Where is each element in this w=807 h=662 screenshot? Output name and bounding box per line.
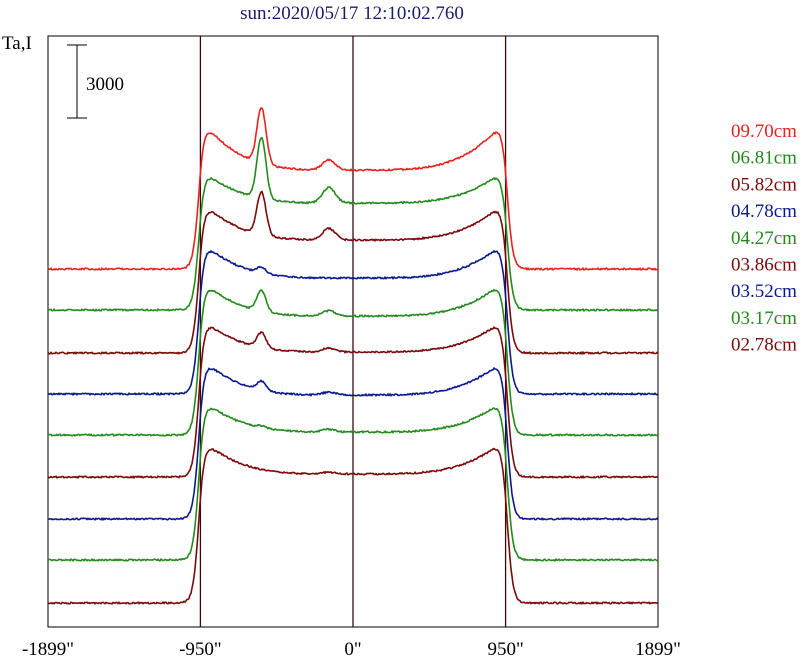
x-tick-labels: -1899" -950" 0" 950" 1899" (22, 639, 681, 660)
series-line-06.81cm (47, 136, 659, 312)
scale-bar-label: 3000 (86, 74, 124, 95)
legend-item-02.78cm: 02.78cm (731, 335, 797, 356)
x-tick-label-1: -950" (179, 639, 222, 660)
series-line-02.78cm (47, 447, 659, 606)
legend-item-04.78cm: 04.78cm (731, 201, 797, 222)
x-tick-label-0: -1899" (22, 639, 74, 660)
legend-item-09.70cm: 09.70cm (731, 121, 797, 142)
x-tick-label-4: 1899" (635, 639, 681, 660)
vertical-reference-lines (199, 36, 507, 627)
series-line-04.78cm (47, 249, 659, 397)
legend-item-05.82cm: 05.82cm (731, 174, 797, 195)
x-tick-label-2: 0" (344, 639, 361, 660)
series-line-05.82cm (47, 190, 659, 356)
legend-item-06.81cm: 06.81cm (731, 148, 797, 169)
legend: 09.70cm 06.81cm 05.82cm 04.78cm 04.27cm 03.86… (731, 121, 797, 356)
legend-item-03.52cm: 03.52cm (731, 281, 797, 302)
series-line-03.52cm (47, 366, 659, 522)
series-line-03.17cm (47, 407, 659, 563)
series-line-04.27cm (47, 288, 659, 437)
series-line-03.86cm (47, 326, 659, 480)
chart-title: sun:2020/05/17 12:10:02.760 (240, 3, 464, 24)
series-line-09.70cm (47, 107, 659, 272)
legend-item-03.86cm: 03.86cm (731, 255, 797, 276)
legend-item-03.17cm: 03.17cm (731, 308, 797, 329)
legend-item-04.27cm: 04.27cm (731, 228, 797, 249)
series-group (47, 107, 659, 606)
y-axis-label: Ta,I (2, 33, 32, 54)
x-tick-label-3: 950" (487, 639, 523, 660)
scale-bar: 3000 (67, 44, 124, 119)
